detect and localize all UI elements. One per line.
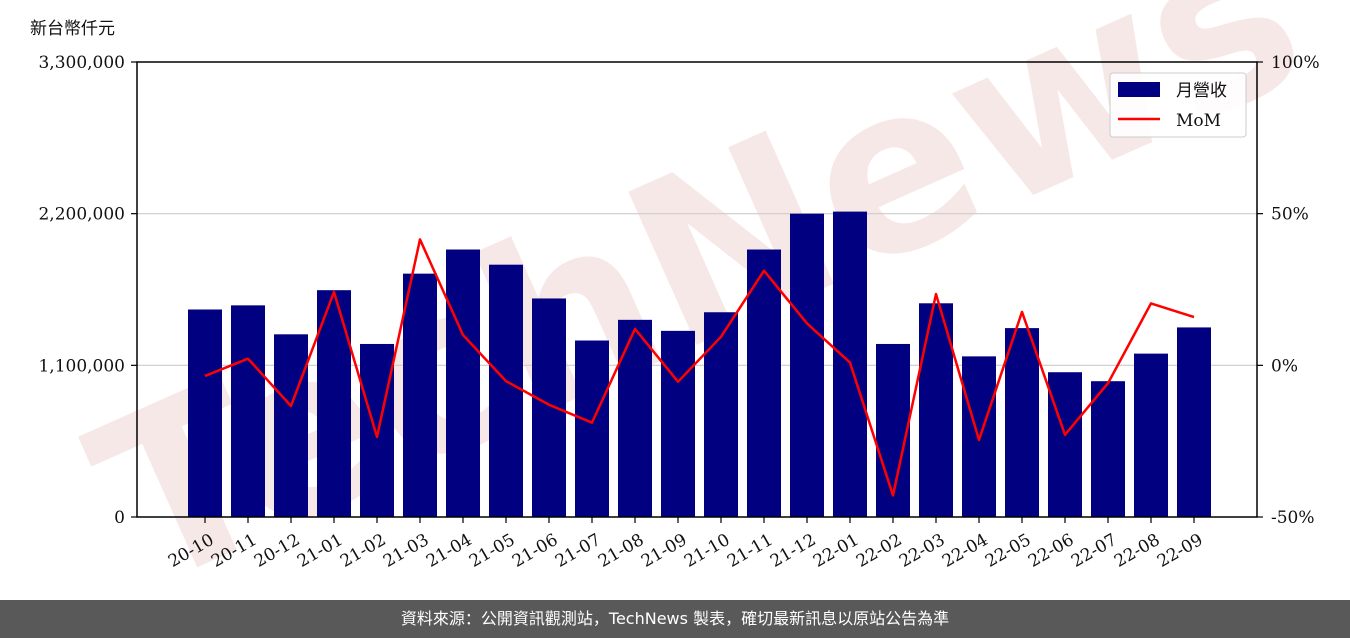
x-tick-label-21-07: 21-07: [552, 530, 604, 572]
x-tick-label-21-06: 21-06: [509, 530, 561, 572]
bar-21-10: [704, 312, 738, 517]
bar-22-07: [1091, 381, 1125, 517]
right-tick-label: -50%: [1271, 508, 1315, 528]
legend-label-bar: 月營收: [1176, 81, 1227, 101]
x-tick-label-22-03: 22-03: [896, 530, 948, 572]
legend-label-line: MoM: [1176, 111, 1221, 131]
bar-21-06: [532, 298, 566, 517]
x-tick-label-22-08: 22-08: [1111, 530, 1163, 572]
left-tick-label: 1,100,000: [38, 356, 125, 376]
x-tick-label-22-04: 22-04: [939, 530, 991, 572]
bar-21-11: [747, 249, 781, 518]
bar-20-12: [274, 334, 308, 517]
right-tick-label: 0%: [1271, 356, 1298, 376]
x-tick-label-21-05: 21-05: [466, 530, 518, 572]
x-tick-label-21-11: 21-11: [724, 530, 776, 572]
x-tick-label-22-07: 22-07: [1068, 530, 1120, 572]
mom-line: [204, 238, 1195, 497]
x-tick-label-22-09: 22-09: [1154, 530, 1206, 572]
left-tick-label: 2,200,000: [38, 205, 125, 225]
bar-22-08: [1134, 353, 1168, 517]
right-tick-label: 50%: [1271, 205, 1309, 225]
bar-21-05: [489, 264, 523, 517]
footer-source-note: 資料來源：公開資訊觀測站，TechNews 製表，確切最新訊息以原站公告為準: [0, 600, 1350, 638]
bar-22-03: [919, 303, 953, 517]
x-tick-label-22-06: 22-06: [1025, 530, 1077, 572]
bar-20-10: [188, 309, 222, 517]
left-tick-label: 3,300,000: [38, 53, 125, 73]
left-axis-unit-label: 新台幣仟元: [30, 19, 115, 39]
plot-frame: [136, 61, 1258, 518]
x-tick-label-21-09: 21-09: [638, 530, 690, 572]
bar-21-08: [618, 319, 652, 517]
x-tick-label-21-08: 21-08: [595, 530, 647, 572]
x-tick-label-21-04: 21-04: [423, 530, 475, 572]
bar-21-02: [360, 343, 394, 517]
x-tick-label-21-12: 21-12: [767, 530, 819, 572]
bar-22-02: [876, 343, 910, 517]
bar-21-03: [403, 273, 437, 517]
bar-21-07: [575, 340, 609, 517]
bar-21-12: [790, 213, 824, 517]
bar-20-11: [231, 305, 265, 517]
bar-21-04: [446, 249, 480, 518]
bar-22-09: [1177, 327, 1211, 517]
revenue-chart: TechNews01,100,0002,200,0003,300,000-50%…: [38, 0, 1337, 600]
bar-21-09: [661, 330, 695, 517]
legend-swatch-bar: [1118, 82, 1160, 97]
bar-22-06: [1048, 372, 1082, 517]
right-tick-label: 100%: [1271, 53, 1320, 73]
footer-text: 資料來源：公開資訊觀測站，TechNews 製表，確切最新訊息以原站公告為準: [400, 609, 950, 628]
x-tick-label-22-05: 22-05: [982, 530, 1034, 572]
x-tick-label-22-02: 22-02: [853, 530, 905, 572]
x-tick-label-21-10: 21-10: [681, 530, 733, 572]
bar-22-05: [1005, 328, 1039, 517]
x-tick-label-22-01: 22-01: [810, 530, 862, 572]
left-tick-label: 0: [114, 508, 125, 528]
chart-area: TechNews 0 1,100,000 2,200,000 3,300,000 -50%…: [38, 0, 1337, 600]
